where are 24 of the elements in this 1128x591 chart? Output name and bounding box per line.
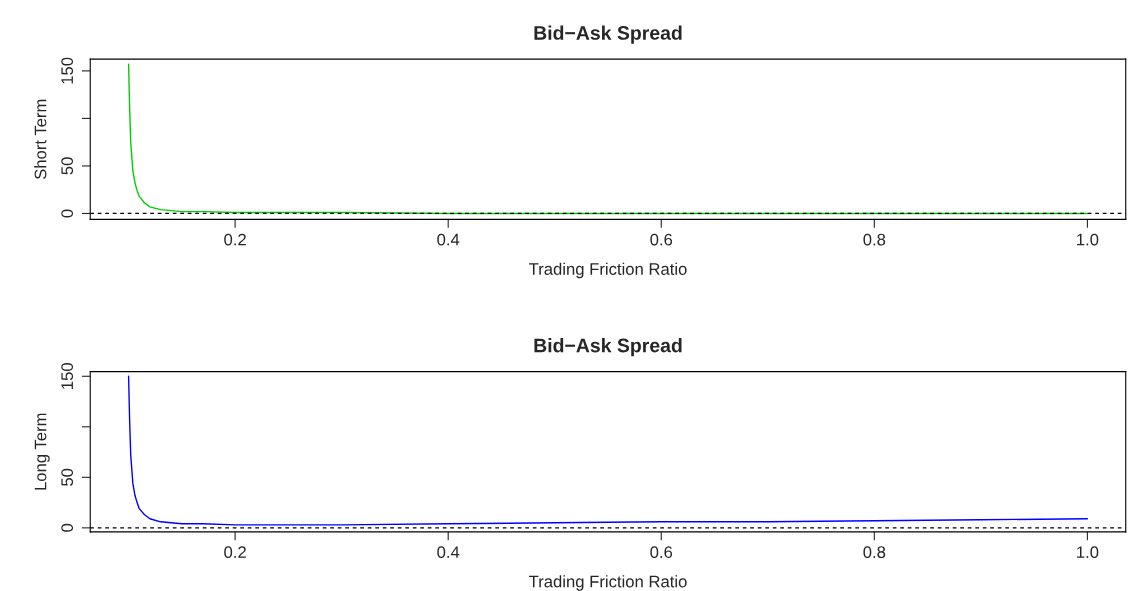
x-tick-label: 0.8 xyxy=(863,233,886,246)
x-tick-label: 0.8 xyxy=(863,546,886,559)
x-axis-title: Trading Friction Ratio xyxy=(529,575,687,591)
chart-title: Bid−Ask Spread xyxy=(534,25,682,44)
x-tick-label: 0.2 xyxy=(224,546,246,559)
x-tick-label: 1.0 xyxy=(1077,233,1099,246)
x-axis-title: Trading Friction Ratio xyxy=(529,262,687,279)
y-tick-label: 150 xyxy=(61,57,74,84)
x-tick-label: 1.0 xyxy=(1077,546,1099,559)
y-tick-label: 50 xyxy=(61,468,74,486)
y-axis-title: Short Term xyxy=(34,99,47,180)
x-tick-label: 0.6 xyxy=(650,546,673,559)
chart-title: Bid−Ask Spread xyxy=(534,338,682,357)
y-axis-title: Long Term xyxy=(34,413,50,490)
y-tick-label: 50 xyxy=(61,157,74,175)
y-tick-label: 0 xyxy=(61,209,74,218)
y-tick-label: 150 xyxy=(61,363,74,389)
line-series xyxy=(127,63,1089,215)
line-series xyxy=(127,375,1089,526)
x-tick-label: 0.4 xyxy=(437,233,460,246)
x-tick-label: 0.4 xyxy=(437,546,460,559)
x-tick-label: 0.2 xyxy=(224,233,246,246)
y-tick-label: 0 xyxy=(61,523,74,532)
x-tick-label: 0.6 xyxy=(650,233,673,246)
